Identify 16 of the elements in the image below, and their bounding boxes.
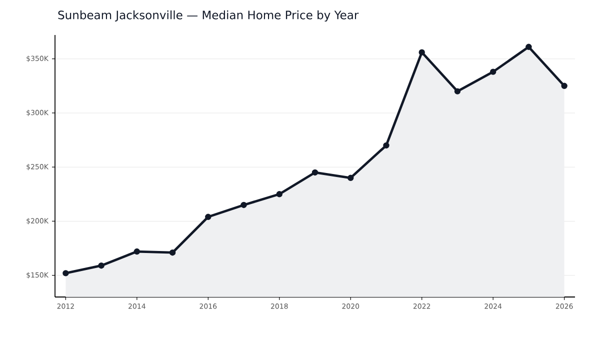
point [348, 174, 354, 182]
point [312, 169, 318, 176]
point [561, 82, 568, 89]
point [98, 262, 104, 269]
point [134, 248, 140, 255]
point [526, 44, 532, 50]
point [490, 68, 496, 75]
point [383, 142, 390, 149]
point [276, 191, 282, 198]
point [240, 202, 247, 208]
point [62, 270, 69, 276]
point [169, 250, 176, 256]
point [454, 88, 461, 94]
chart-title: Sunbeam Jacksonville — Median Home Price by Year [58, 10, 359, 22]
point [418, 49, 425, 56]
point [205, 214, 212, 220]
